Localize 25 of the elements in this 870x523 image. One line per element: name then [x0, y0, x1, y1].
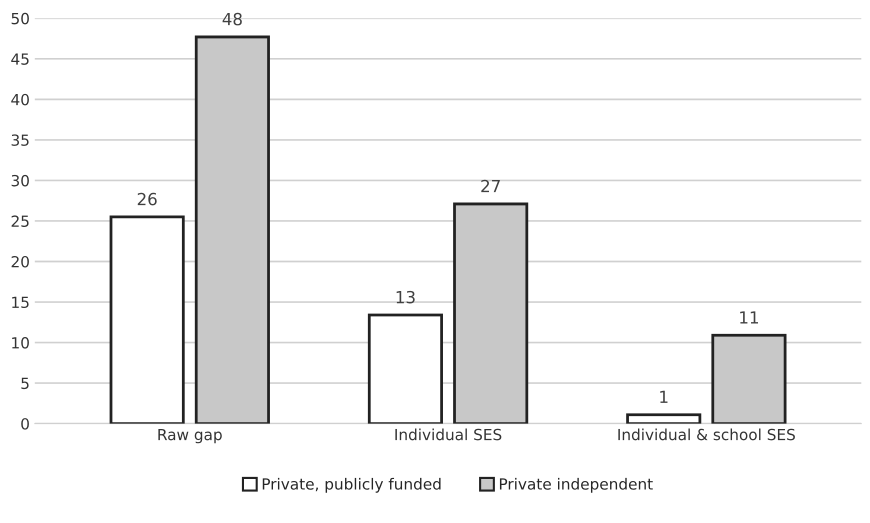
data-label: 1 [660, 390, 668, 403]
bar [626, 413, 702, 424]
y-tick-label: 50 [12, 12, 29, 24]
y-tick-label: 0 [21, 418, 29, 430]
data-label: 11 [740, 311, 758, 324]
x-tick-label: Individual SES [395, 428, 502, 440]
legend-label: Private, publicly funded [262, 478, 441, 493]
x-tick-label: Individual & school SES [618, 428, 795, 440]
y-tick-label: 40 [11, 94, 29, 106]
x-tick-label: Raw gap [158, 428, 222, 444]
y-tick-label: 15 [12, 296, 29, 308]
y-tick-label: 20 [12, 256, 29, 268]
y-tick-label: 5 [21, 378, 29, 390]
data-label: 27 [481, 180, 500, 192]
y-tick-label: 35 [12, 134, 29, 146]
y-tick-label: 10 [12, 337, 29, 349]
y-tick-label: 25 [12, 215, 29, 227]
bar [110, 216, 185, 424]
data-label: 26 [138, 192, 157, 206]
legend-label: Private independent [500, 478, 653, 493]
bar [368, 314, 443, 424]
data-label: 13 [396, 290, 415, 304]
data-label: 48 [222, 12, 242, 26]
y-tick-label: 30 [12, 174, 29, 186]
y-tick-label: 45 [11, 54, 29, 65]
